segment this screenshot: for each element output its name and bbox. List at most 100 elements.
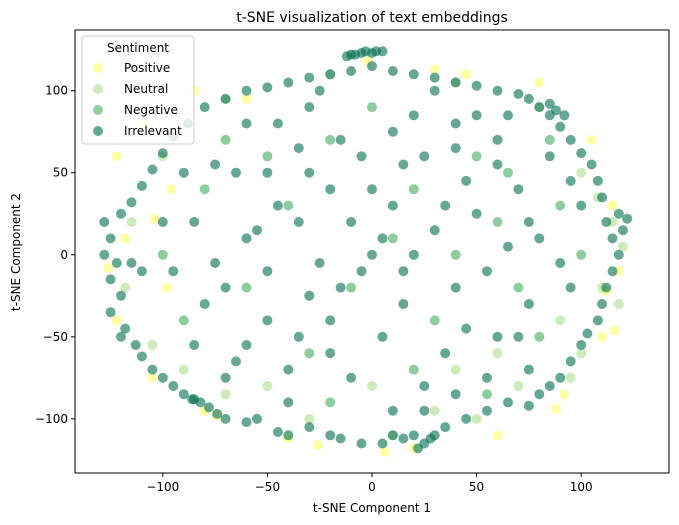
point-irrelevant	[503, 397, 513, 408]
point-irrelevant	[231, 167, 241, 178]
point-irrelevant	[523, 364, 534, 375]
point-irrelevant	[350, 49, 361, 60]
point-irrelevant	[210, 258, 221, 268]
point-irrelevant	[429, 85, 440, 96]
point-irrelevant	[408, 430, 419, 441]
point-irrelevant	[367, 249, 377, 260]
point-negative	[157, 249, 168, 260]
y-axis-ticks: −100 −50 0 50 100	[35, 84, 75, 426]
legend-box	[81, 35, 195, 145]
legend-label-positive: Positive	[124, 61, 170, 75]
point-negative	[503, 167, 513, 178]
point-irrelevant	[482, 405, 492, 416]
point-irrelevant	[471, 80, 482, 91]
point-irrelevant	[231, 356, 241, 367]
point-irrelevant	[262, 266, 273, 277]
point-negative	[471, 151, 482, 162]
point-neutral	[429, 405, 440, 416]
point-negative	[408, 364, 419, 375]
point-irrelevant	[513, 331, 524, 342]
point-irrelevant	[189, 340, 200, 350]
point-irrelevant	[120, 323, 131, 334]
point-positive	[111, 151, 122, 162]
point-irrelevant	[272, 427, 283, 437]
x-tick-label: −100	[146, 480, 179, 494]
point-irrelevant	[325, 184, 336, 195]
point-irrelevant	[335, 433, 346, 444]
point-positive	[597, 331, 608, 342]
point-irrelevant	[450, 282, 461, 293]
point-irrelevant	[262, 315, 273, 326]
point-irrelevant	[523, 400, 534, 411]
point-irrelevant	[377, 331, 388, 342]
legend-entries: Positive Neutral Negative Irrelevant	[93, 61, 182, 138]
point-irrelevant	[111, 258, 122, 268]
point-irrelevant	[241, 85, 252, 96]
point-irrelevant	[576, 200, 587, 211]
point-irrelevant	[601, 282, 612, 293]
point-irrelevant	[325, 315, 336, 326]
point-irrelevant	[283, 430, 294, 441]
point-irrelevant	[116, 290, 126, 301]
point-positive	[312, 440, 323, 451]
point-irrelevant	[335, 134, 346, 145]
point-irrelevant	[597, 299, 608, 309]
point-irrelevant	[618, 225, 628, 236]
point-neutral	[450, 364, 461, 375]
point-irrelevant	[187, 394, 198, 405]
point-irrelevant	[586, 159, 597, 170]
point-irrelevant	[582, 328, 593, 339]
point-negative	[534, 331, 545, 342]
point-irrelevant	[482, 372, 492, 383]
point-irrelevant	[189, 217, 200, 227]
point-irrelevant	[492, 331, 503, 342]
point-negative	[178, 315, 189, 326]
point-irrelevant	[304, 102, 315, 113]
point-irrelevant	[203, 402, 214, 413]
y-tick-label: −50	[43, 330, 68, 344]
point-irrelevant	[429, 72, 440, 83]
point-irrelevant	[408, 110, 419, 121]
legend-marker-irrelevant	[93, 126, 103, 136]
point-irrelevant	[304, 422, 315, 433]
point-neutral	[367, 381, 377, 391]
point-positive	[534, 77, 545, 88]
point-irrelevant	[419, 381, 430, 391]
point-irrelevant	[523, 93, 534, 104]
point-irrelevant	[195, 397, 206, 408]
point-positive	[241, 93, 252, 104]
point-irrelevant	[503, 241, 513, 252]
point-irrelevant	[262, 167, 273, 178]
point-irrelevant	[613, 208, 624, 219]
point-irrelevant	[387, 430, 398, 441]
point-negative	[492, 217, 503, 227]
point-irrelevant	[440, 348, 451, 359]
point-irrelevant	[461, 175, 472, 186]
point-negative	[325, 134, 336, 145]
point-irrelevant	[293, 331, 304, 342]
point-irrelevant	[513, 89, 524, 99]
point-neutral	[576, 167, 587, 178]
point-negative	[429, 315, 440, 326]
point-neutral	[471, 413, 482, 424]
point-irrelevant	[99, 217, 110, 227]
point-irrelevant	[199, 102, 210, 113]
point-negative	[387, 233, 398, 244]
point-irrelevant	[534, 389, 545, 400]
point-irrelevant	[304, 290, 315, 301]
point-irrelevant	[601, 217, 612, 227]
point-irrelevant	[283, 397, 294, 408]
point-irrelevant	[482, 266, 492, 277]
point-irrelevant	[252, 413, 262, 424]
point-irrelevant	[607, 266, 618, 277]
point-irrelevant	[168, 381, 179, 391]
point-positive	[162, 282, 172, 293]
legend: Sentiment Positive Neutral Negative Irrelev…	[81, 35, 195, 145]
point-neutral	[513, 381, 524, 391]
point-irrelevant	[576, 148, 587, 159]
legend-marker-positive	[93, 63, 103, 73]
point-irrelevant	[398, 433, 409, 444]
point-neutral	[120, 282, 131, 293]
point-irrelevant	[220, 413, 231, 424]
point-irrelevant	[116, 331, 126, 342]
